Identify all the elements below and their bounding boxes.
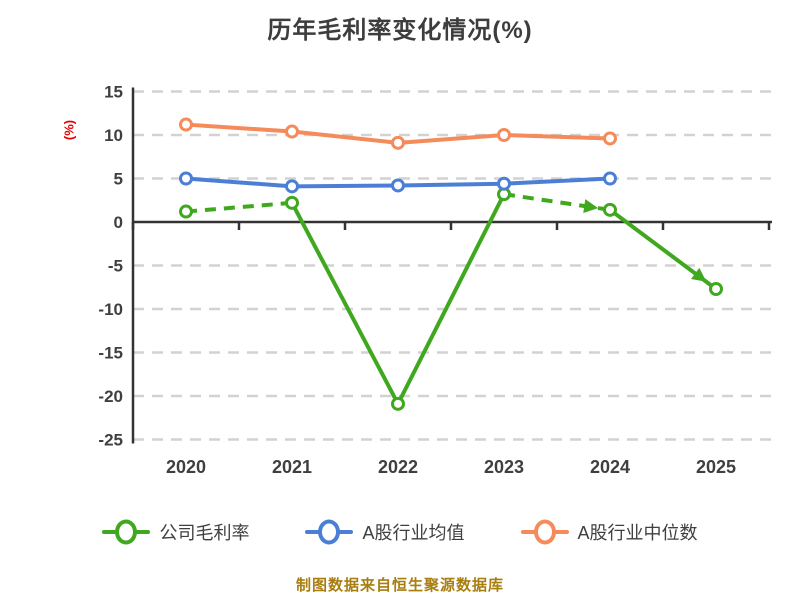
x-tick-label: 2020 xyxy=(166,457,206,477)
legend-label-company-margin: 公司毛利率 xyxy=(159,523,250,543)
legend-marker-company-margin-icon xyxy=(102,518,151,546)
series-line-0 xyxy=(179,187,723,411)
line-arrowhead xyxy=(583,199,599,213)
legend-item-company-margin: 公司毛利率 xyxy=(102,518,249,546)
legend: 公司毛利率 A股行业均值 A股行业中位数 xyxy=(0,518,800,546)
y-tick-label: -25 xyxy=(98,431,123,450)
y-tick-label: 15 xyxy=(104,83,123,102)
x-tick-label: 2024 xyxy=(590,457,630,477)
x-tick-label: 2021 xyxy=(272,457,312,477)
legend-marker-industry-median-icon xyxy=(520,518,569,546)
data-point-marker xyxy=(497,128,511,142)
x-tick-label: 2025 xyxy=(696,457,736,477)
footer-note: 制图数据来自恒生聚源数据库 xyxy=(295,577,504,594)
data-point-marker xyxy=(285,195,299,210)
chart-title: 历年毛利率变化情况(%) xyxy=(267,17,533,44)
y-tick-labels: 15 10 5 0 -5 -10 -15 -20 -25 xyxy=(98,83,123,450)
y-tick-label: 10 xyxy=(104,126,123,145)
data-point-marker xyxy=(179,204,193,219)
x-tick-labels: 2020 2021 2022 2023 2024 2025 xyxy=(166,457,736,477)
data-point-marker xyxy=(391,178,405,193)
data-point-marker xyxy=(391,135,405,150)
data-point-marker xyxy=(709,281,723,296)
data-point-marker xyxy=(391,396,405,411)
data-point-marker xyxy=(603,202,617,217)
legend-label-industry-mean: A股行业均值 xyxy=(362,523,465,543)
legend-item-industry-mean: A股行业均值 xyxy=(305,518,465,546)
data-point-marker xyxy=(603,171,617,186)
data-point-marker xyxy=(603,131,617,146)
y-tick-label: 0 xyxy=(114,213,123,232)
y-tick-label: -15 xyxy=(98,344,123,363)
x-tick-label: 2023 xyxy=(484,457,524,477)
y-tick-label: -10 xyxy=(98,300,123,319)
y-tick-label: 5 xyxy=(114,170,123,189)
data-point-marker xyxy=(179,117,193,132)
axes xyxy=(131,87,772,444)
series-line-1 xyxy=(179,171,617,194)
line-arrowhead xyxy=(690,267,707,282)
data-point-marker xyxy=(497,176,511,191)
data-point-marker xyxy=(285,179,299,194)
data-point-marker xyxy=(285,124,299,139)
y-gridlines xyxy=(133,90,772,441)
legend-item-industry-median: A股行业中位数 xyxy=(520,518,698,546)
y-tick-label: -5 xyxy=(108,257,123,276)
legend-marker-industry-mean-icon xyxy=(305,518,354,546)
data-point-marker xyxy=(179,171,193,186)
series-line-2 xyxy=(179,117,617,150)
legend-label-industry-median: A股行业中位数 xyxy=(577,523,698,543)
y-tick-label: -20 xyxy=(98,387,123,406)
plot-svg: 15 10 5 0 -5 -10 -15 -20 -25 2020 2021 2022 2023 2024… xyxy=(98,83,772,477)
x-tick-label: 2022 xyxy=(378,457,418,477)
